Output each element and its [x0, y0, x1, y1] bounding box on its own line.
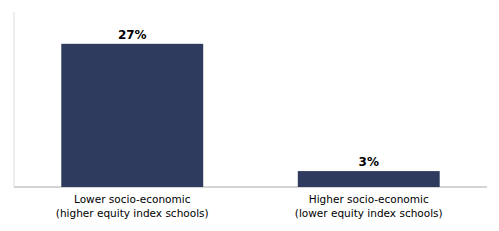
x-tick-label: Lower socio-economic (higher equity index… [56, 193, 209, 219]
bar [61, 44, 203, 187]
bar [298, 171, 440, 187]
chart-container: 27% Lower socio-economic (higher equity in… [0, 0, 499, 231]
y-axis-line [14, 12, 15, 187]
bars [61, 44, 439, 187]
value-label: 27% [118, 28, 147, 42]
value-label: 3% [359, 155, 379, 169]
x-tick-label-line: (lower equity index schools) [295, 207, 443, 219]
x-tick-label-line: Higher socio-economic [309, 193, 429, 205]
x-tick-label: Higher socio-economic (lower equity index… [295, 193, 443, 219]
x-tick-label-line: (higher equity index schools) [56, 207, 209, 219]
chart: 27% Lower socio-economic (higher equity in… [0, 0, 499, 231]
x-tick-label-line: Lower socio-economic [74, 193, 191, 205]
